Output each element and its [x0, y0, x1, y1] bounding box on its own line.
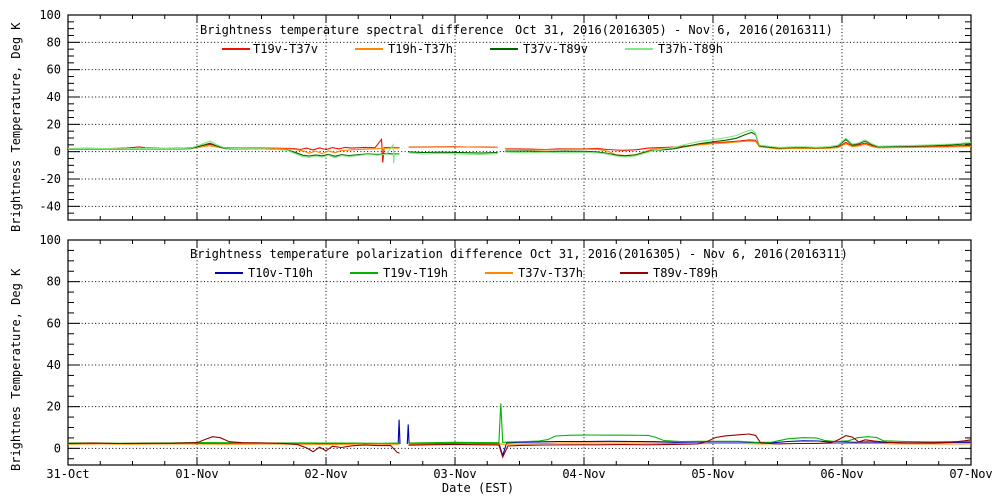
legend-line-sample: [485, 272, 513, 274]
legend-label: T10v-T10h: [248, 266, 314, 280]
legend-line-sample: [355, 48, 383, 50]
bottom-chart-title: Brightness temperature polarization diff…: [190, 247, 523, 261]
top-chart-date-range: Oct 31, 2016(2016305) - Nov 6, 2016(2016…: [515, 23, 833, 37]
x-tick-label: 03-Nov: [433, 467, 476, 481]
x-axis-title: Date (EST): [441, 481, 515, 495]
y-tick-label: 80: [47, 35, 61, 49]
x-tick-label: 02-Nov: [304, 467, 347, 481]
legend-label: T89v-T89h: [653, 266, 719, 280]
series-line-t89v-t89h: [67, 433, 972, 459]
series-line-t10v-t10h: [67, 419, 971, 458]
y-tick-label: 60: [47, 316, 61, 330]
axis-frame: [67, 14, 972, 221]
x-tick-label: 04-Nov: [562, 467, 605, 481]
y-tick-label: 40: [47, 90, 61, 104]
series-line-t19v-t19h: [67, 403, 972, 444]
legend-label: T19v-T19h: [383, 266, 449, 280]
axis-frame: [67, 239, 972, 466]
y-tick-label: 20: [47, 400, 61, 414]
legend-line-sample: [215, 272, 243, 274]
top-y-axis-title: Brightness Temperature, Deg K: [9, 22, 23, 232]
y-tick-label: 80: [47, 275, 61, 289]
bottom-chart-date-range: Oct 31, 2016(2016305) - Nov 6, 2016(2016…: [530, 247, 848, 261]
legend-line-sample: [620, 272, 648, 274]
legend-label: T37v-T89v: [523, 42, 589, 56]
x-tick-label: 05-Nov: [691, 467, 734, 481]
y-tick-label: 60: [47, 63, 61, 77]
x-tick-label: 07-Nov: [949, 467, 992, 481]
y-tick-label: 0: [54, 145, 61, 159]
y-tick-label: 20: [47, 117, 61, 131]
y-tick-label: 100: [39, 233, 61, 247]
legend-line-sample: [490, 48, 518, 50]
legend-line-sample: [222, 48, 250, 50]
series-line-t37h-t89h: [67, 129, 972, 164]
x-tick-label: 01-Nov: [175, 467, 218, 481]
legend-label: T37h-T89h: [658, 42, 724, 56]
legend-label: T19h-T37h: [388, 42, 454, 56]
y-tick-label: 0: [54, 441, 61, 455]
y-tick-label: -20: [39, 172, 61, 186]
y-tick-label: 100: [39, 8, 61, 22]
legend-label: T19v-T37v: [253, 42, 319, 56]
x-tick-label: 06-Nov: [820, 467, 863, 481]
legend-line-sample: [350, 272, 378, 274]
top-chart-title: Brightness temperature spectral differen…: [200, 23, 504, 37]
legend-line-sample: [625, 48, 653, 50]
y-tick-label: -40: [39, 199, 61, 213]
legend-label: T37v-T37h: [518, 266, 584, 280]
y-tick-label: 40: [47, 358, 61, 372]
x-tick-label: 31-Oct: [46, 467, 89, 481]
bottom-y-axis-title: Brightnes Temperature, Deg K: [9, 268, 23, 471]
